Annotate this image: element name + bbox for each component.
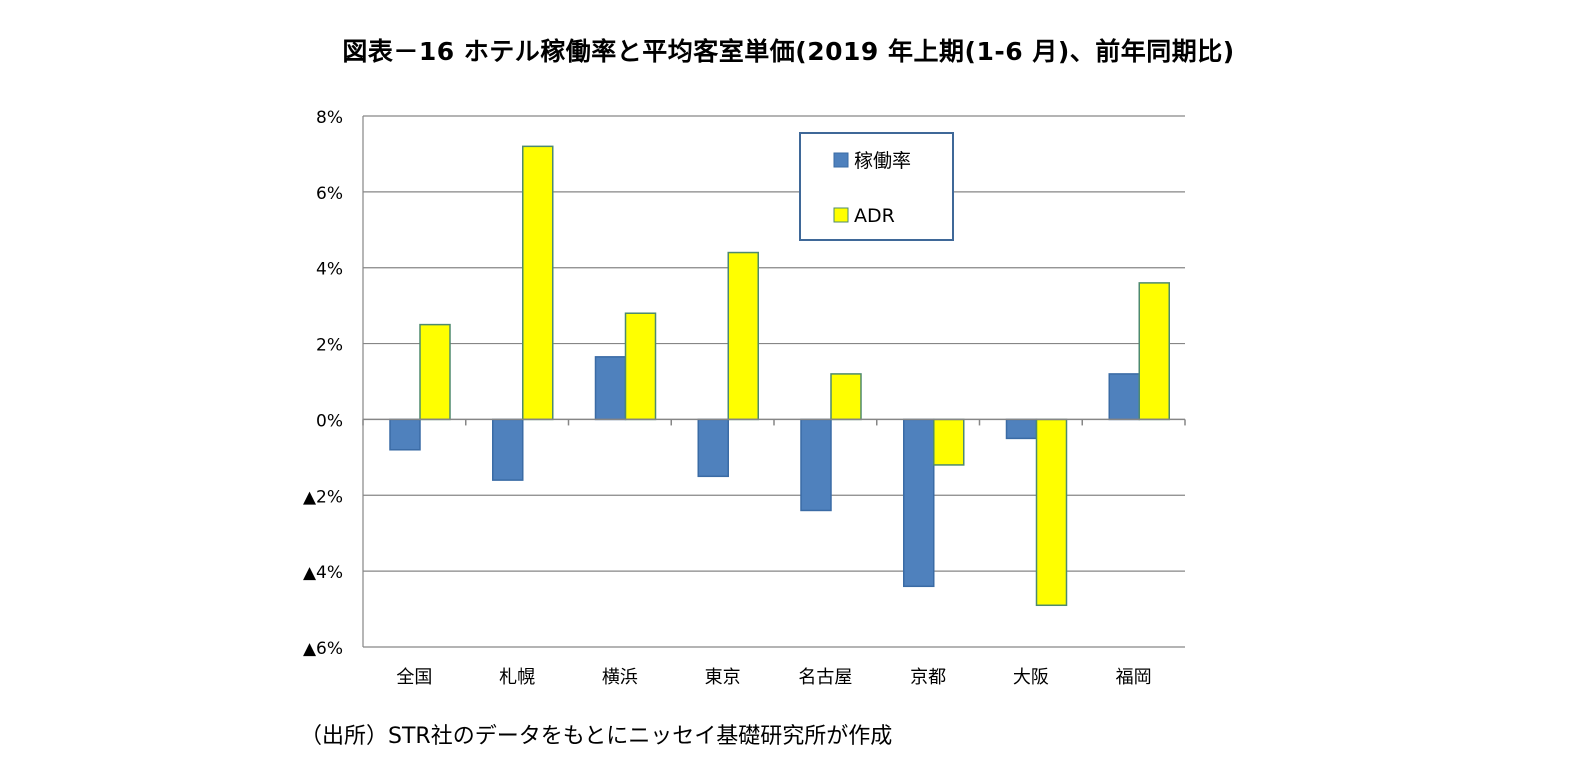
y-tick-label: ▲2% bbox=[303, 487, 343, 507]
legend-label-ADR: ADR bbox=[854, 205, 895, 227]
bar-稼働率-横浜 bbox=[594, 356, 627, 421]
bar-ADR-福岡 bbox=[1138, 282, 1170, 421]
x-category-label: 京都 bbox=[910, 667, 946, 688]
bar-ADR-横浜 bbox=[624, 312, 657, 421]
bar-稼働率-東京 bbox=[697, 418, 729, 478]
bar-ADR-東京 bbox=[727, 251, 759, 421]
bar-稼働率-大阪 bbox=[1005, 418, 1038, 440]
y-tick-label: 8% bbox=[316, 108, 343, 128]
bar-ADR-京都 bbox=[933, 418, 965, 466]
y-tick-label: 0% bbox=[316, 411, 343, 431]
chart-container: 8% 6% 4% 2% 0% ▲2% ▲4% ▲6% 全国 札幌 横浜 東京 名古屋 京都 大阪 福岡 稼働率 A… bbox=[303, 108, 1186, 688]
y-tick-label: ▲4% bbox=[303, 563, 343, 583]
bar-chart: 8% 6% 4% 2% 0% ▲2% ▲4% ▲6% 全国 札幌 横浜 東京 名古屋 京都 大阪 福岡 稼働率 A… bbox=[303, 108, 1186, 688]
y-tick-label: 2% bbox=[316, 336, 343, 356]
bar-ADR-大阪 bbox=[1035, 418, 1068, 607]
source-note: （出所）STR社のデータをもとにニッセイ基礎研究所が作成 bbox=[300, 724, 893, 749]
x-category-label: 大阪 bbox=[1013, 667, 1049, 688]
bar-ADR-名古屋 bbox=[830, 373, 862, 421]
legend-swatch-ADR bbox=[833, 207, 849, 223]
x-category-label: 東京 bbox=[705, 667, 741, 688]
bar-稼働率-福岡 bbox=[1108, 373, 1140, 421]
bar-稼働率-札幌 bbox=[492, 418, 524, 481]
legend-swatch-稼働率 bbox=[833, 152, 849, 168]
x-category-label: 札幌 bbox=[499, 667, 535, 688]
y-tick-label: ▲6% bbox=[303, 639, 343, 659]
x-category-label: 名古屋 bbox=[798, 667, 852, 688]
bar-ADR-札幌 bbox=[522, 145, 554, 421]
bar-稼働率-京都 bbox=[903, 418, 935, 588]
bar-稼働率-全国 bbox=[389, 418, 421, 451]
legend-box bbox=[799, 132, 954, 241]
y-tick-label: 6% bbox=[316, 184, 343, 204]
bar-稼働率-名古屋 bbox=[800, 418, 832, 512]
legend-label-稼働率: 稼働率 bbox=[854, 150, 911, 172]
bar-ADR-全国 bbox=[419, 323, 451, 421]
chart-title: 図表－16 ホテル稼働率と平均客室単価(2019 年上期(1-6 月)、前年同期… bbox=[342, 37, 1235, 66]
x-category-label: 福岡 bbox=[1116, 667, 1152, 688]
x-category-label: 横浜 bbox=[602, 667, 638, 688]
x-category-label: 全国 bbox=[396, 667, 432, 688]
y-tick-label: 4% bbox=[316, 260, 343, 280]
